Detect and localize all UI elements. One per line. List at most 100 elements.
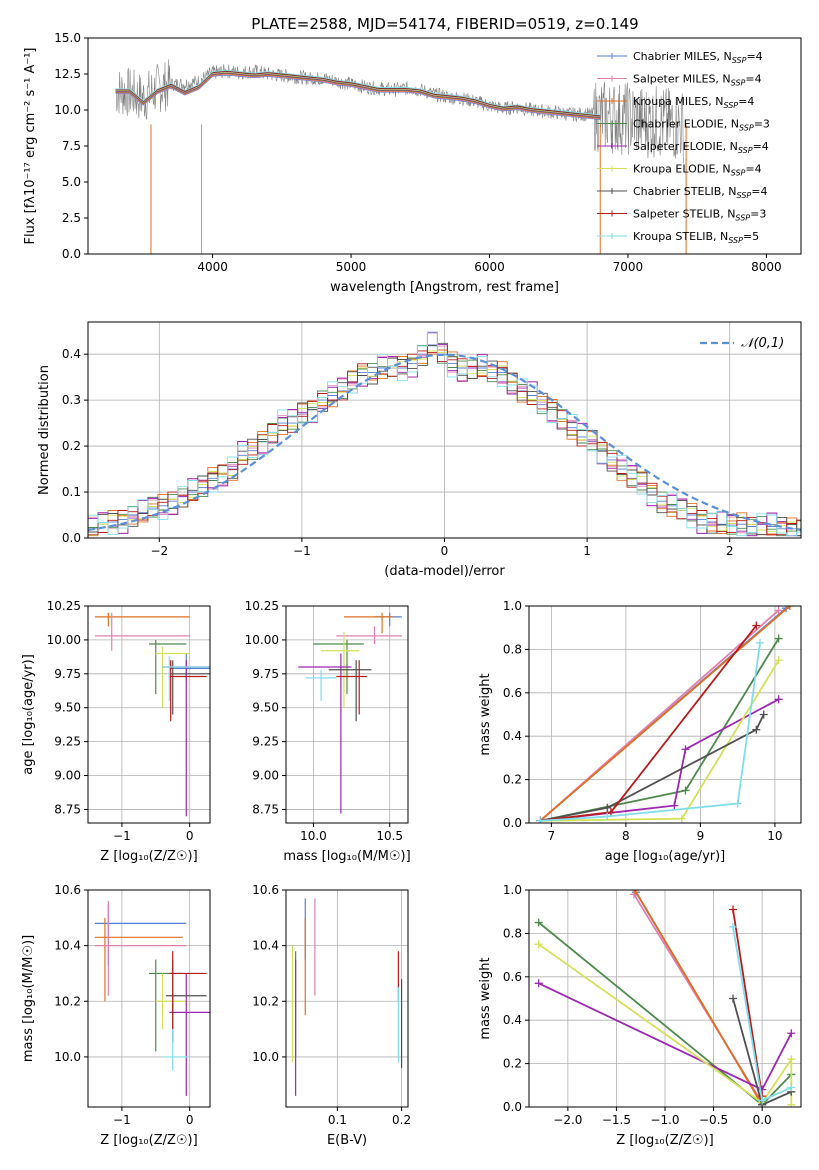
y-tick-label: 0.0 [503,1100,522,1114]
y-tick-label: 8.75 [54,802,81,816]
series-line [540,642,761,822]
series-salpeter-elodie [115,72,601,118]
point-marker [774,695,783,704]
point-marker [785,606,794,610]
legend-nssp-value: =3 [754,118,770,131]
y-tick-label: 2.5 [62,211,81,225]
y-tick-label: 10.00 [245,633,279,647]
y-tick-label: 0.8 [503,642,522,656]
gaussian-curve [88,353,801,531]
y-axis-label: mass weight [478,957,493,1039]
axes-frame [87,889,211,1108]
figure-title: PLATE=2588, MJD=54174, FIBERID=0519, z=0… [251,15,638,33]
point-marker [787,1083,796,1092]
legend-label-text: Kroupa STELIB, N [633,230,728,243]
point-marker [756,638,765,647]
point-marker [758,1096,767,1105]
x-tick-label: 8000 [751,260,782,274]
plot-area [286,606,408,823]
legend-subscript: SSP [728,236,743,245]
y-tick-label: 5.0 [62,175,81,189]
y-tick-label: 0.2 [503,773,522,787]
point-marker [606,808,615,817]
x-tick-label: 2 [726,544,734,558]
legend-nssp-value: =4 [751,185,767,198]
x-tick-label: 0.2 [392,1113,411,1127]
legend-label: Salpeter ELODIE, NSSP=4 [633,140,769,155]
plot-area [529,606,801,823]
x-tick-label: 5000 [336,260,367,274]
legend: 𝒩(0,1) [700,336,784,351]
x-tick-label: 1 [583,544,591,558]
point-salpeter-elodie [298,653,352,814]
x-axis-label: wavelength [Angstrom, rest frame] [330,280,559,295]
point-salpeter-stelib [336,660,367,715]
legend-label-text: Salpeter MILES, N [633,73,731,86]
point-marker [681,745,690,754]
panel-mass_vs_ebv: 0.1 0.2 10.0 10.2 10.4 10.6 E(B-V) [252,883,411,1148]
x-tick-label: 10 [767,829,782,843]
axes-frame [528,605,802,824]
y-tick-label: 9.75 [252,667,279,681]
point-salpeter-elodie [169,973,210,1096]
legend-subscript: SSP [723,101,738,110]
point-marker [729,922,737,931]
legend-label: Kroupa STELIB, NSSP=5 [633,230,759,245]
x-tick-label: 9 [697,829,705,843]
hist-salpeter-stelib [88,350,801,536]
point-marker [752,621,761,630]
series-line [538,943,793,1105]
y-tick-label: 0.0 [62,247,81,261]
axes-frame [285,605,409,824]
point-salpeter-miles [336,626,402,644]
x-tick-label: 0.1 [328,1113,347,1127]
point-marker [729,994,737,1003]
axes-frame [285,889,409,1108]
y-tick-label: 9.75 [54,667,81,681]
x-tick-label: 0 [441,544,449,558]
y-axis-label: age [log₁₀(age/yr)] [21,654,36,775]
point-kroupa-elodie [155,646,190,708]
legend-nssp-value: =4 [745,73,761,86]
y-tick-label: 0.2 [62,439,81,453]
point-marker [733,799,742,808]
legend-label: Chabrier STELIB, NSSP=4 [633,185,767,200]
legend-subscript: SSP [739,124,754,133]
series-line [634,890,763,1106]
legend-label-text: Chabrier STELIB, N [633,185,737,198]
x-tick-label: 4000 [197,260,228,274]
legend-nssp-value: =3 [750,208,766,221]
x-tick-label: 0.0 [753,1113,772,1127]
y-tick-label: 10.0 [54,1050,81,1064]
series-kroupa-stelib [115,69,601,116]
y-tick-label: 0.3 [62,393,81,407]
panel-mass_weight_vs_Z: −2.0 −1.5 −1.0 −0.5 0.0 0.0 0.2 0.4 0.6 0.8 1.0 Z [… [478,883,802,1148]
panel-mass_vs_Z: −1 0 10.0 10.2 10.4 10.6 Z [log₁₀(Z/Z☉)] mass [… [21,883,211,1148]
y-tick-label: 10.2 [54,994,81,1008]
y-tick-label: 0.8 [503,926,522,940]
point-kroupa-elodie [155,973,187,1030]
x-tick-label: −0.5 [699,1113,728,1127]
legend-nssp-value: =4 [753,140,769,153]
y-tick-label: 10.4 [252,939,279,953]
point-marker [787,1100,796,1107]
y-axis-label: mass [log₁₀(M/M☉)] [21,935,36,1062]
series-kroupa-stelib [729,922,796,1105]
x-tick-label: 6000 [474,260,505,274]
y-tick-label: 0.6 [503,686,522,700]
y-tick-label: 9.50 [54,701,81,715]
y-tick-label: 15.0 [54,31,81,45]
series-line [732,909,763,1097]
point-kroupa-miles [94,917,183,1002]
x-axis-label: (data-model)/error [384,564,505,579]
point-marker [787,1029,796,1038]
series-salpeter-stelib [115,70,601,116]
legend-label-text: Chabrier MILES, N [633,50,732,63]
y-axis-label: Normed distribution [37,365,52,495]
x-tick-label: −2 [150,544,168,558]
point-marker [774,656,783,665]
legend-label-text: Chabrier ELODIE, N [633,118,739,131]
series-line [540,714,765,822]
y-tick-label: 0.6 [503,970,522,984]
x-tick-label: 7 [548,829,556,843]
